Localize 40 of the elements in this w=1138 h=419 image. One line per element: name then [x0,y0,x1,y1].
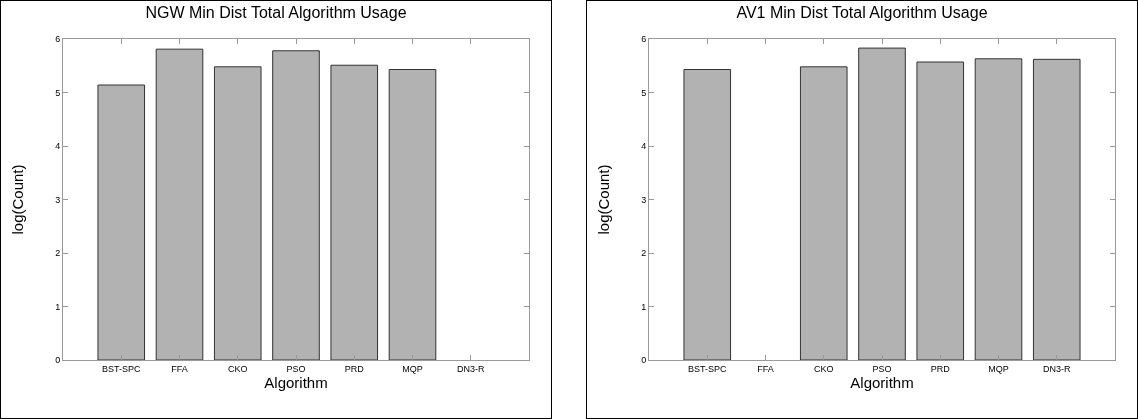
x-tick-label: CKO [227,363,248,374]
y-tick-label: 4 [55,141,61,152]
x-tick-label: MQP [988,363,1009,374]
y-tick-label: 5 [55,87,61,98]
bar [388,69,437,360]
y-tick-label: 1 [641,301,647,312]
y-tick-label: 4 [641,141,647,152]
chart-title: NGW Min Dist Total Algorithm Usage [145,4,407,22]
y-tick-label: 6 [55,34,61,45]
bar [155,48,204,360]
x-axis-title: Algorithm [264,373,328,391]
x-tick-label: BST-SPC [687,363,727,374]
x-tick-label: DN3-R [456,363,485,374]
y-axis-title: log(Count) [595,164,612,235]
y-tick-label: 3 [55,194,61,205]
bar [272,50,320,360]
bar [213,66,262,360]
y-tick-label: 5 [641,87,647,98]
bar [97,84,146,360]
x-tick-label: BST-SPC [101,363,141,374]
x-tick-label: PRD [344,363,365,374]
x-tick-label: MQP [402,363,423,374]
y-tick-label: 0 [55,355,61,366]
y-tick-label: 6 [641,34,647,45]
bar [330,64,379,360]
y-tick-label: 0 [641,355,647,366]
y-tick-label: 2 [641,248,647,259]
x-tick-label: CKO [813,363,834,374]
y-tick-label: 2 [55,248,61,259]
x-tick-label: PSO [286,363,306,374]
x-tick-label: FFA [171,363,188,374]
y-tick-label: 1 [55,301,61,312]
x-tick-label: FFA [757,363,774,374]
x-tick-label: PSO [872,363,892,374]
y-tick-label: 3 [641,194,647,205]
x-axis-title: Algorithm [850,373,914,391]
x-tick-label: DN3-R [1042,363,1071,374]
chart-title: AV1 Min Dist Total Algorithm Usage [736,4,988,22]
y-axis-title: log(Count) [9,164,26,235]
x-tick-label: PRD [930,363,951,374]
